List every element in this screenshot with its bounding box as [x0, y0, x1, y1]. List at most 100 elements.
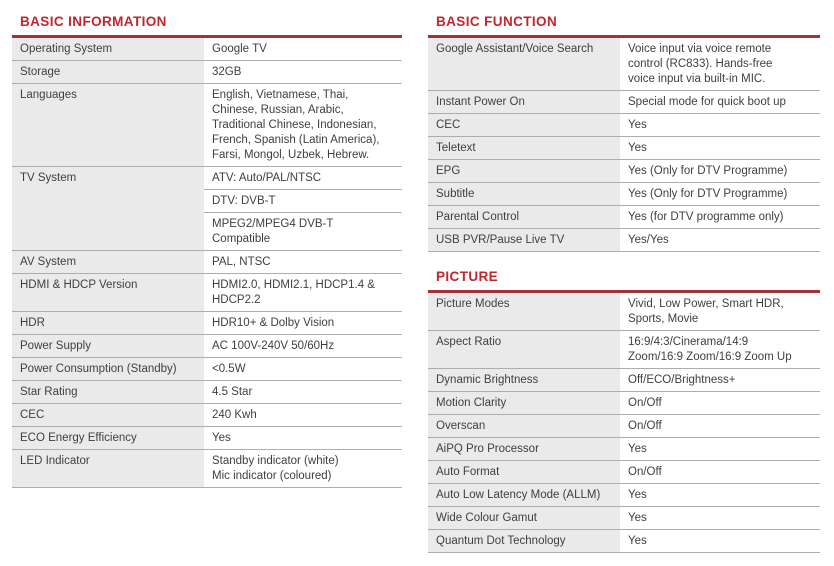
- spec-row-av-system: AV System PAL, NTSC: [12, 251, 402, 274]
- spec-values: Yes: [620, 484, 820, 506]
- spec-values: Vivid, Low Power, Smart HDR, Sports, Mov…: [620, 293, 820, 330]
- spec-row-storage: Storage 32GB: [12, 61, 402, 84]
- spec-value-atv: ATV: Auto/PAL/NTSC: [204, 167, 402, 190]
- spec-values: Yes/Yes: [620, 229, 820, 251]
- spec-label: LED Indicator: [12, 450, 204, 487]
- spec-row-tv-system: TV System ATV: Auto/PAL/NTSC DTV: DVB-T …: [12, 167, 402, 251]
- spec-label: Power Supply: [12, 335, 204, 357]
- spec-values: Special mode for quick boot up: [620, 91, 820, 113]
- spec-label: Star Rating: [12, 381, 204, 403]
- spec-value: Voice input via voice remote control (RC…: [628, 43, 773, 85]
- spec-label: Languages: [12, 84, 204, 166]
- section-title-basic-information: BASIC INFORMATION: [20, 14, 167, 29]
- spec-values: Yes: [620, 137, 820, 159]
- spec-value: Special mode for quick boot up: [628, 96, 786, 108]
- spec-values: Voice input via voice remote control (RC…: [620, 38, 820, 90]
- spec-row-instant-power-on: Instant Power On Special mode for quick …: [428, 91, 820, 114]
- spec-row-operating-system: Operating System Google TV: [12, 38, 402, 61]
- spec-values: Yes: [204, 427, 402, 449]
- spec-values: AC 100V-240V 50/60Hz: [204, 335, 402, 357]
- spec-row-picture-modes: Picture Modes Vivid, Low Power, Smart HD…: [428, 293, 820, 331]
- spec-value: 16:9/4:3/Cinerama/14:9 Zoom/16:9 Zoom/16…: [628, 336, 792, 363]
- spec-row-cec-energy: CEC 240 Kwh: [12, 404, 402, 427]
- section-basic-function: BASIC FUNCTION Google Assistant/Voice Se…: [428, 14, 820, 252]
- spec-row-subtitle: Subtitle Yes (Only for DTV Programme): [428, 183, 820, 206]
- spec-label: Wide Colour Gamut: [428, 507, 620, 529]
- spec-label: CEC: [12, 404, 204, 426]
- spec-row-star-rating: Star Rating 4.5 Star: [12, 381, 402, 404]
- spec-label: Dynamic Brightness: [428, 369, 620, 391]
- spec-values: Yes (Only for DTV Programme): [620, 160, 820, 182]
- section-basic-information: BASIC INFORMATION Operating System Googl…: [12, 14, 402, 488]
- spec-label: Operating System: [12, 38, 204, 60]
- spec-values: ATV: Auto/PAL/NTSC DTV: DVB-T MPEG2/MPEG…: [204, 167, 402, 250]
- spec-label: Storage: [12, 61, 204, 83]
- spec-values: HDR10+ & Dolby Vision: [204, 312, 402, 334]
- spec-row-quantum-dot-technology: Quantum Dot Technology Yes: [428, 530, 820, 553]
- spec-label: TV System: [12, 167, 204, 250]
- column-left: BASIC INFORMATION Operating System Googl…: [12, 10, 402, 488]
- spec-row-auto-low-latency-mode: Auto Low Latency Mode (ALLM) Yes: [428, 484, 820, 507]
- spec-label: Motion Clarity: [428, 392, 620, 414]
- spec-value: Yes (for DTV programme only): [628, 211, 784, 223]
- spec-row-epg: EPG Yes (Only for DTV Programme): [428, 160, 820, 183]
- spec-values: Yes: [620, 438, 820, 460]
- spec-value: 4.5 Star: [212, 386, 253, 398]
- spec-row-teletext: Teletext Yes: [428, 137, 820, 160]
- spec-value-dtv: DTV: DVB-T: [204, 190, 402, 213]
- spec-value: <0.5W: [212, 363, 246, 375]
- spec-label: Google Assistant/Voice Search: [428, 38, 620, 90]
- picture-table: Picture Modes Vivid, Low Power, Smart HD…: [428, 293, 820, 553]
- spec-values: 240 Kwh: [204, 404, 402, 426]
- spec-row-motion-clarity: Motion Clarity On/Off: [428, 392, 820, 415]
- spec-value: Off/ECO/Brightness+: [628, 374, 736, 386]
- spec-value: Yes (Only for DTV Programme): [628, 188, 788, 200]
- section-title-basic-function: BASIC FUNCTION: [436, 14, 558, 29]
- spec-label: HDMI & HDCP Version: [12, 274, 204, 311]
- spec-row-auto-format: Auto Format On/Off: [428, 461, 820, 484]
- spec-values: On/Off: [620, 392, 820, 414]
- spec-value: AC 100V-240V 50/60Hz: [212, 340, 335, 352]
- spec-row-wide-colour-gamut: Wide Colour Gamut Yes: [428, 507, 820, 530]
- spec-row-hdr: HDR HDR10+ & Dolby Vision: [12, 312, 402, 335]
- column-right: BASIC FUNCTION Google Assistant/Voice Se…: [428, 10, 820, 553]
- spec-row-google-assistant-voice-search: Google Assistant/Voice Search Voice inpu…: [428, 38, 820, 91]
- spec-label: Aspect Ratio: [428, 331, 620, 368]
- spec-values: <0.5W: [204, 358, 402, 380]
- spec-row-hdmi-hdcp-version: HDMI & HDCP Version HDMI2.0, HDMI2.1, HD…: [12, 274, 402, 312]
- spec-label: Subtitle: [428, 183, 620, 205]
- spec-values: Standby indicator (white) Mic indicator …: [204, 450, 402, 487]
- spec-value: On/Off: [628, 466, 662, 478]
- spec-label: AiPQ Pro Processor: [428, 438, 620, 460]
- spec-label: USB PVR/Pause Live TV: [428, 229, 620, 251]
- basic-function-table: Google Assistant/Voice Search Voice inpu…: [428, 38, 820, 252]
- spec-row-cec: CEC Yes: [428, 114, 820, 137]
- spec-row-overscan: Overscan On/Off: [428, 415, 820, 438]
- spec-values: Yes (Only for DTV Programme): [620, 183, 820, 205]
- spec-values: English, Vietnamese, Thai, Chinese, Russ…: [204, 84, 402, 166]
- spec-value: Yes: [628, 535, 647, 547]
- spec-row-aipq-pro-processor: AiPQ Pro Processor Yes: [428, 438, 820, 461]
- spec-values: Yes: [620, 114, 820, 136]
- spec-values: HDMI2.0, HDMI2.1, HDCP1.4 & HDCP2.2: [204, 274, 402, 311]
- spec-row-languages: Languages English, Vietnamese, Thai, Chi…: [12, 84, 402, 167]
- spec-value: Yes: [628, 512, 647, 524]
- spec-row-aspect-ratio: Aspect Ratio 16:9/4:3/Cinerama/14:9 Zoom…: [428, 331, 820, 369]
- spec-value: On/Off: [628, 420, 662, 432]
- spec-row-eco-energy-efficiency: ECO Energy Efficiency Yes: [12, 427, 402, 450]
- spec-row-led-indicator: LED Indicator Standby indicator (white) …: [12, 450, 402, 488]
- spec-label: Auto Low Latency Mode (ALLM): [428, 484, 620, 506]
- spec-label: Quantum Dot Technology: [428, 530, 620, 552]
- spec-value: Standby indicator (white) Mic indicator …: [212, 455, 339, 482]
- spec-label: Instant Power On: [428, 91, 620, 113]
- spec-value: Yes: [628, 443, 647, 455]
- spec-label: Parental Control: [428, 206, 620, 228]
- spec-value: Google TV: [212, 43, 267, 55]
- spec-values: Off/ECO/Brightness+: [620, 369, 820, 391]
- spec-value-mpeg: MPEG2/MPEG4 DVB-T Compatible: [212, 218, 334, 245]
- spec-label: CEC: [428, 114, 620, 136]
- section-rule: [12, 35, 402, 38]
- spec-value: Vivid, Low Power, Smart HDR, Sports, Mov…: [628, 298, 784, 325]
- spec-values: Google TV: [204, 38, 402, 60]
